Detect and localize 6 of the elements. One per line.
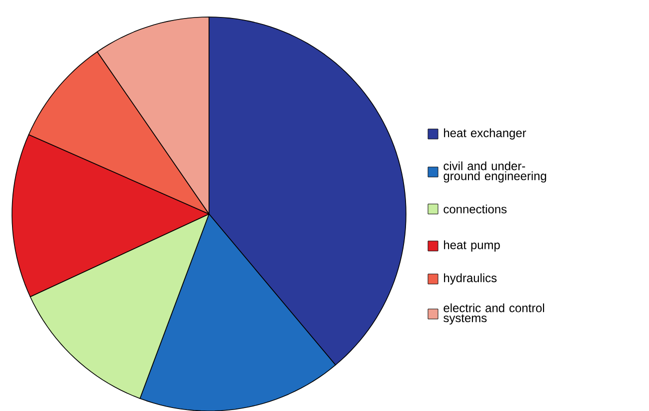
legend-label: civil and under-ground engineering <box>444 161 546 182</box>
legend-label: heat exchanger <box>444 128 526 140</box>
legend-label: electric and control systems <box>444 303 544 324</box>
legend-label: hydraulics <box>444 273 497 284</box>
legend-label: connections <box>444 204 507 214</box>
legend-label: heat pump <box>444 240 500 252</box>
